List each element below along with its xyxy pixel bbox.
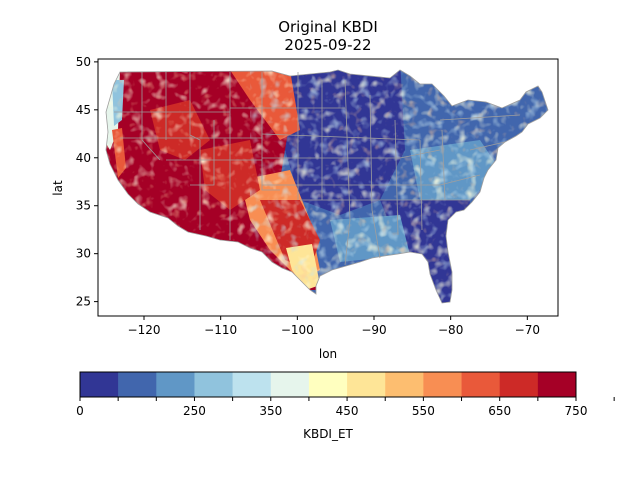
y-tick-label: 25 <box>76 295 91 309</box>
state-borders <box>105 69 549 304</box>
map-subtitle: 2025-09-22 <box>284 36 371 54</box>
map-title: Original KBDI <box>278 18 378 36</box>
colorbar-frame <box>79 371 577 398</box>
colorbar-tick-label: 350 <box>259 404 282 418</box>
colorbar-bin <box>423 372 462 397</box>
x-tick-label: −120 <box>128 323 161 337</box>
y-tick-label: 40 <box>76 151 91 165</box>
colorbar-bin <box>156 372 195 397</box>
colorbar-bin <box>80 372 119 397</box>
colorbar <box>79 371 577 398</box>
x-axis-ticks: −120 −110 −100 −90 −80 −70 <box>128 316 540 337</box>
y-axis-ticks: 25 30 35 40 45 50 <box>76 55 98 309</box>
colorbar-bin <box>308 372 348 397</box>
colorbar-bin <box>499 372 539 397</box>
colorbar-bin <box>232 372 272 397</box>
x-tick-label: −110 <box>204 323 237 337</box>
colorbar-tick-label: 450 <box>336 404 359 418</box>
y-tick-label: 35 <box>76 199 91 213</box>
colorbar-ticks: 0 250 350 450 550 650 750 <box>76 397 615 418</box>
colorbar-bin <box>385 372 424 397</box>
y-tick-label: 30 <box>76 247 91 261</box>
y-axis-label: lat <box>51 180 65 196</box>
colorbar-bin <box>118 372 157 397</box>
y-tick-label: 45 <box>76 103 91 117</box>
colorbar-tick-label: 650 <box>488 404 511 418</box>
x-tick-label: −90 <box>361 323 386 337</box>
colorbar-tick-label: 750 <box>565 404 588 418</box>
colorbar-bin <box>461 372 500 397</box>
x-axis-label: lon <box>319 347 337 361</box>
colorbar-tick-label: 250 <box>183 404 206 418</box>
map-axes-frame <box>97 58 559 317</box>
colorbar-bin <box>270 372 310 397</box>
colorbar-label: KBDI_ET <box>303 427 353 441</box>
colorbar-tick-label: 550 <box>412 404 435 418</box>
colorbar-tick-label: 0 <box>76 404 84 418</box>
colorbar-bin <box>537 372 577 397</box>
y-tick-label: 50 <box>76 55 91 69</box>
x-tick-label: −100 <box>281 323 314 337</box>
x-tick-label: −70 <box>515 323 540 337</box>
x-tick-label: −80 <box>438 323 463 337</box>
colorbar-bin <box>194 372 233 397</box>
colorbar-bin <box>347 372 386 397</box>
